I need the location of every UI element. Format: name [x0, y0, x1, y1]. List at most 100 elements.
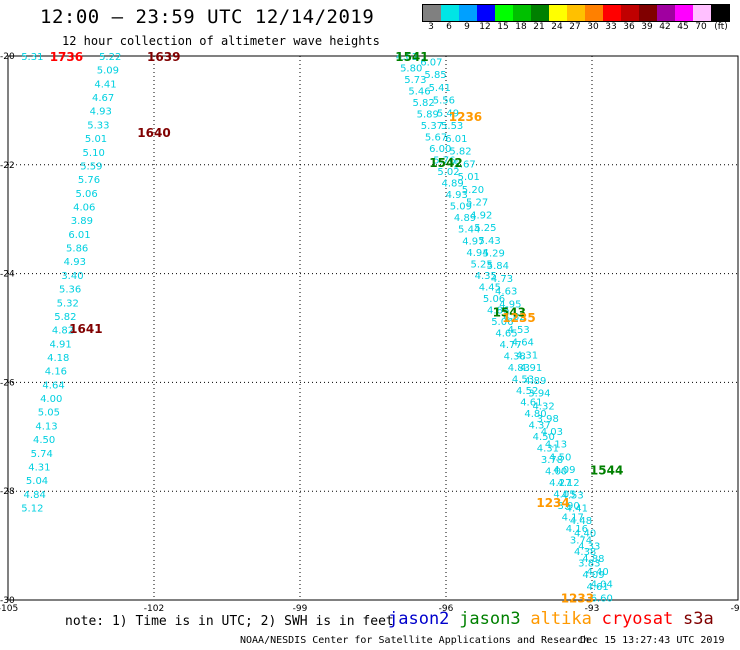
pass-time-label: 1544 — [590, 463, 623, 477]
lon-tick-label: -102 — [144, 604, 164, 614]
wave-height-label: 5.56 — [433, 96, 455, 107]
wave-height-label: 5.73 — [404, 75, 426, 86]
wave-height-label: 4.41 — [566, 503, 588, 514]
lat-tick-label: -28 — [0, 487, 15, 497]
wave-height-label: 4.09 — [582, 570, 604, 581]
wave-height-label: 4.41 — [94, 79, 116, 90]
wave-height-label: 6.60 — [591, 593, 613, 604]
wave-height-label: 6.00 — [429, 144, 451, 155]
wave-height-label: 4.32 — [532, 401, 554, 412]
pass-time-label: 1641 — [69, 322, 102, 336]
lat-tick-label: -24 — [0, 270, 15, 280]
wave-height-label: 4.09 — [553, 465, 575, 476]
wave-height-label: 4.67 — [92, 93, 114, 104]
color-swatch — [621, 5, 639, 21]
wave-height-label: 5.49 — [437, 108, 459, 119]
wave-height-label: 5.32 — [57, 298, 79, 309]
color-swatch — [675, 5, 693, 21]
wave-height-label: 4.53 — [512, 374, 534, 385]
color-swatch — [423, 5, 441, 21]
wave-height-label: 5.89 — [417, 110, 439, 121]
color-swatch — [495, 5, 513, 21]
wave-height-label: 4.17 — [562, 513, 584, 524]
wave-height-label: 4.50 — [533, 432, 555, 443]
color-scale-label: 42 — [659, 22, 671, 32]
color-scale-label: 36 — [623, 22, 635, 32]
wave-height-label: 4.31 — [28, 462, 50, 473]
pass-time-label: 1235 — [502, 311, 535, 325]
footer-credit: NOAA/NESDIS Center for Satellite Applica… — [240, 635, 590, 646]
wave-height-label: 4.48 — [570, 516, 592, 527]
wave-height-label: 4.52 — [516, 386, 538, 397]
pass-time-label: 1543 — [493, 306, 526, 320]
color-scale-label: 12 — [479, 22, 491, 32]
map-axes: -105 -102 -99 -96 -93 -90 -20 -22 -24 -26 -28 -30 — [0, 52, 740, 614]
wave-height-label: 5.86 — [66, 244, 88, 255]
wave-height-label: 4.86 — [487, 305, 509, 316]
wave-height-label: 4.89 — [441, 179, 463, 190]
wave-height-label: 4.45 — [479, 282, 501, 293]
color-swatch — [441, 5, 459, 21]
wave-height-label: 5.22 — [99, 52, 121, 63]
color-swatch — [459, 5, 477, 21]
color-swatch — [711, 5, 729, 21]
wave-height-label: 4.62 — [396, 52, 418, 63]
wave-height-label: 5.46 — [408, 87, 430, 98]
wave-height-label: 5.41 — [429, 83, 451, 94]
map-grid — [7, 55, 739, 601]
wave-height-label: 3.90 — [557, 501, 579, 512]
legend-item-jason2: jason2 — [388, 609, 450, 629]
pass-time-label: 1542 — [429, 156, 462, 170]
legend-item-altika: altika — [530, 609, 592, 629]
wave-height-label: 5.80 — [400, 64, 422, 75]
wave-height-label: 5.20 — [462, 185, 484, 196]
wave-height-label: 4.92 — [470, 210, 492, 221]
wave-height-label: 6.07 — [420, 57, 442, 68]
pass-time-label: 1541 — [395, 50, 428, 64]
wave-height-label: 4.73 — [491, 274, 513, 285]
color-scale-label: 9 — [464, 22, 470, 32]
pass-time-label: 1639 — [147, 50, 180, 64]
wave-height-label: 4.91 — [50, 339, 72, 350]
wave-height-label: 4.16 — [45, 367, 67, 378]
wave-height-label: 5.37 — [421, 121, 443, 132]
wave-height-label: 6.01 — [68, 230, 90, 241]
wave-height-label: 4.40 — [586, 567, 608, 578]
wave-height-label: 4.89 — [454, 213, 476, 224]
wave-height-label: 4.63 — [495, 287, 517, 298]
pass-time-label: 1233 — [561, 591, 594, 605]
wave-height-label: 5.31 — [21, 52, 43, 63]
pass-time-label: 1236 — [449, 110, 482, 124]
wave-height-label: 4.93 — [64, 257, 86, 268]
wave-height-label: 4.53 — [508, 325, 530, 336]
wave-height-label: 4.40 — [574, 529, 596, 540]
wave-height-label: 5.02 — [437, 167, 459, 178]
wave-height-label: 5.06 — [483, 294, 505, 305]
wave-height-label: 4.04 — [591, 580, 613, 591]
lat-tick-label: -26 — [0, 378, 15, 388]
lon-tick-label: -96 — [439, 604, 454, 614]
wave-height-label: 5.25 — [474, 223, 496, 234]
color-swatch — [585, 5, 603, 21]
wave-height-label: 5.85 — [424, 70, 446, 81]
wave-height-label: 5.09 — [97, 66, 119, 77]
color-swatch — [549, 5, 567, 21]
wave-height-label: 3.40 — [61, 271, 83, 282]
color-scale-label: 6 — [446, 22, 452, 32]
pass-time-label: 1640 — [137, 126, 170, 140]
color-scale-label: 3 — [428, 22, 434, 32]
wave-height-label: 5.74 — [31, 449, 53, 460]
wave-height-label: 4.12 — [557, 478, 579, 489]
pass-time-label: 1736 — [50, 50, 83, 64]
wave-height-label: 5.82 — [413, 98, 435, 109]
legend-item-s3a: s3a — [683, 609, 714, 629]
wave-height-label: 5.76 — [433, 156, 455, 167]
wave-height-label: 3.74 — [570, 536, 592, 547]
wave-height-label: 5.59 — [80, 161, 102, 172]
wave-height-label: 4.03 — [541, 427, 563, 438]
wave-height-label: 4.35 — [475, 271, 497, 282]
wave-height-label: 6.01 — [445, 134, 467, 145]
wave-height-label: 4.37 — [528, 421, 550, 432]
wave-height-label: 4.89 — [524, 376, 546, 387]
